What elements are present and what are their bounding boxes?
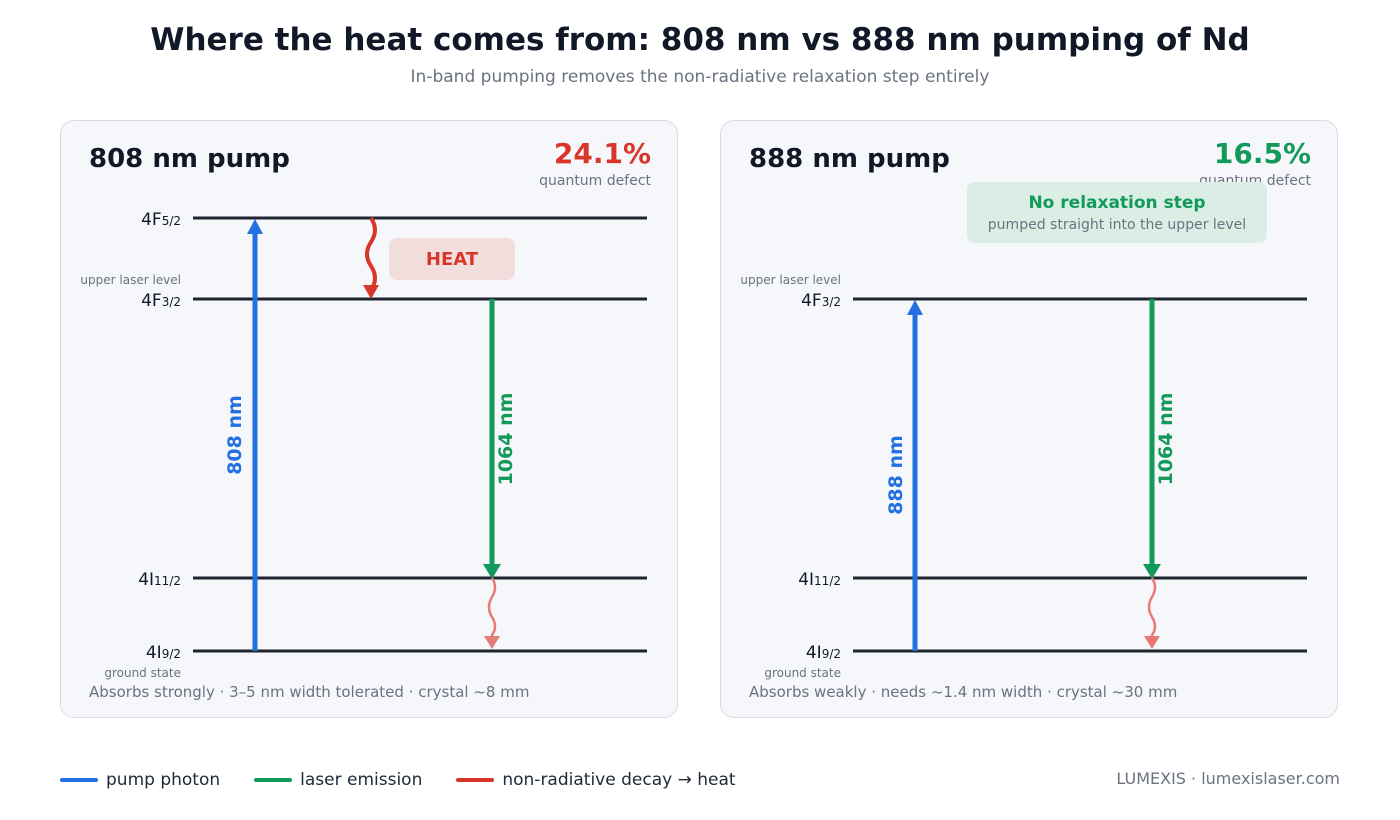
brand-footer: LUMEXIS · lumexislaser.com xyxy=(1116,769,1340,788)
page-title: Where the heat comes from: 808 nm vs 888… xyxy=(150,22,1250,58)
page-subtitle: In-band pumping removes the non-radiativ… xyxy=(410,67,990,87)
note-text: pumped straight into the upper level xyxy=(988,217,1246,233)
note-title: No relaxation step xyxy=(1028,193,1205,213)
energy-diagram-808: 808 nm pump 24.1% quantum defect 4F5/2 u… xyxy=(80,137,651,701)
panel-888: 888 nm pump 16.5% quantum defect No rela… xyxy=(720,120,1338,718)
pump-swatch xyxy=(60,778,98,782)
legend-label-heat: non-radiative decay → heat xyxy=(502,770,736,790)
laser-wavelength-label: 1064 nm xyxy=(1155,393,1177,486)
level-label-4f32: 4F3/2 xyxy=(141,291,181,311)
lower-decay-arrow xyxy=(487,577,497,639)
legend-item-laser: laser emission xyxy=(254,770,422,790)
level-label-4i92: 4I9/2 xyxy=(806,643,841,663)
laser-swatch xyxy=(254,778,293,782)
ground-state-caption: ground state xyxy=(764,666,841,680)
legend-item-heat: non-radiative decay → heat xyxy=(456,770,736,790)
pump-arrowhead xyxy=(907,300,923,315)
defect-value: 24.1% xyxy=(554,137,651,170)
pump-wavelength-label: 808 nm xyxy=(224,395,246,475)
laser-arrowhead xyxy=(483,564,501,579)
legend-item-pump: pump photon xyxy=(60,770,220,790)
legend: pump photon laser emission non-radiative… xyxy=(60,768,770,792)
level-label-4f32: 4F3/2 xyxy=(801,291,841,311)
panel-footer: Absorbs strongly · 3–5 nm width tolerate… xyxy=(89,683,529,701)
upper-laser-level-caption: upper laser level xyxy=(80,273,181,287)
legend-label-laser: laser emission xyxy=(300,770,423,790)
laser-arrowhead xyxy=(1143,564,1161,579)
level-label-4i112: 4I11/2 xyxy=(138,570,181,590)
level-label-4f52: 4F5/2 xyxy=(141,210,181,230)
heat-label: HEAT xyxy=(426,249,479,270)
lower-decay-arrowhead xyxy=(484,636,500,649)
panel-heading: 888 nm pump xyxy=(749,144,950,174)
energy-diagram-888: 888 nm pump 16.5% quantum defect No rela… xyxy=(740,137,1311,701)
upper-laser-level-caption: upper laser level xyxy=(740,273,841,287)
pump-arrowhead xyxy=(247,219,263,234)
heat-swatch xyxy=(456,778,495,782)
lower-decay-arrow xyxy=(1147,577,1157,639)
pump-wavelength-label: 888 nm xyxy=(885,435,907,515)
heat-decay-arrowhead xyxy=(363,285,379,299)
heat-badge xyxy=(389,238,515,280)
panel-footer: Absorbs weakly · needs ~1.4 nm width · c… xyxy=(749,683,1177,701)
defect-label: quantum defect xyxy=(539,173,651,189)
laser-wavelength-label: 1064 nm xyxy=(495,393,517,486)
panel-heading: 808 nm pump xyxy=(89,144,290,174)
heat-decay-arrow xyxy=(365,216,377,293)
level-label-4i112: 4I11/2 xyxy=(798,570,841,590)
lower-decay-arrowhead xyxy=(1144,636,1160,649)
level-label-4i92: 4I9/2 xyxy=(146,643,181,663)
panel-808: 808 nm pump 24.1% quantum defect 4F5/2 u… xyxy=(60,120,678,718)
ground-state-caption: ground state xyxy=(104,666,181,680)
no-relaxation-note xyxy=(967,182,1267,243)
legend-label-pump: pump photon xyxy=(106,770,221,790)
defect-value: 16.5% xyxy=(1214,137,1311,170)
